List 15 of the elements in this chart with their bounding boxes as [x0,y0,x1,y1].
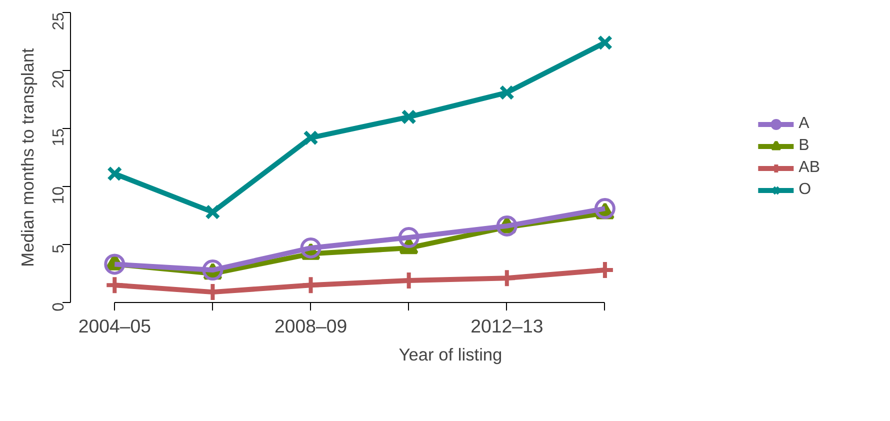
legend-label: O [798,181,812,199]
y-tick-label: 15 [50,128,68,146]
legend-label: B [798,137,810,155]
y-tick-label: 5 [50,244,68,254]
x-tick-label: 2004–05 [78,316,151,336]
x-tick-label: 2008–09 [274,316,348,336]
y-tick-label: 25 [50,12,68,30]
y-axis-title: Median months to transplant [18,48,38,267]
y-tick-label: 10 [50,186,68,204]
legend-label: AB [798,159,820,177]
x-axis-title: Year of listing [398,344,502,364]
y-tick-label: 0 [50,302,68,312]
x-tick-label: 2012–13 [470,316,544,336]
legend-label: A [798,115,810,133]
y-tick-label: 20 [50,70,68,88]
